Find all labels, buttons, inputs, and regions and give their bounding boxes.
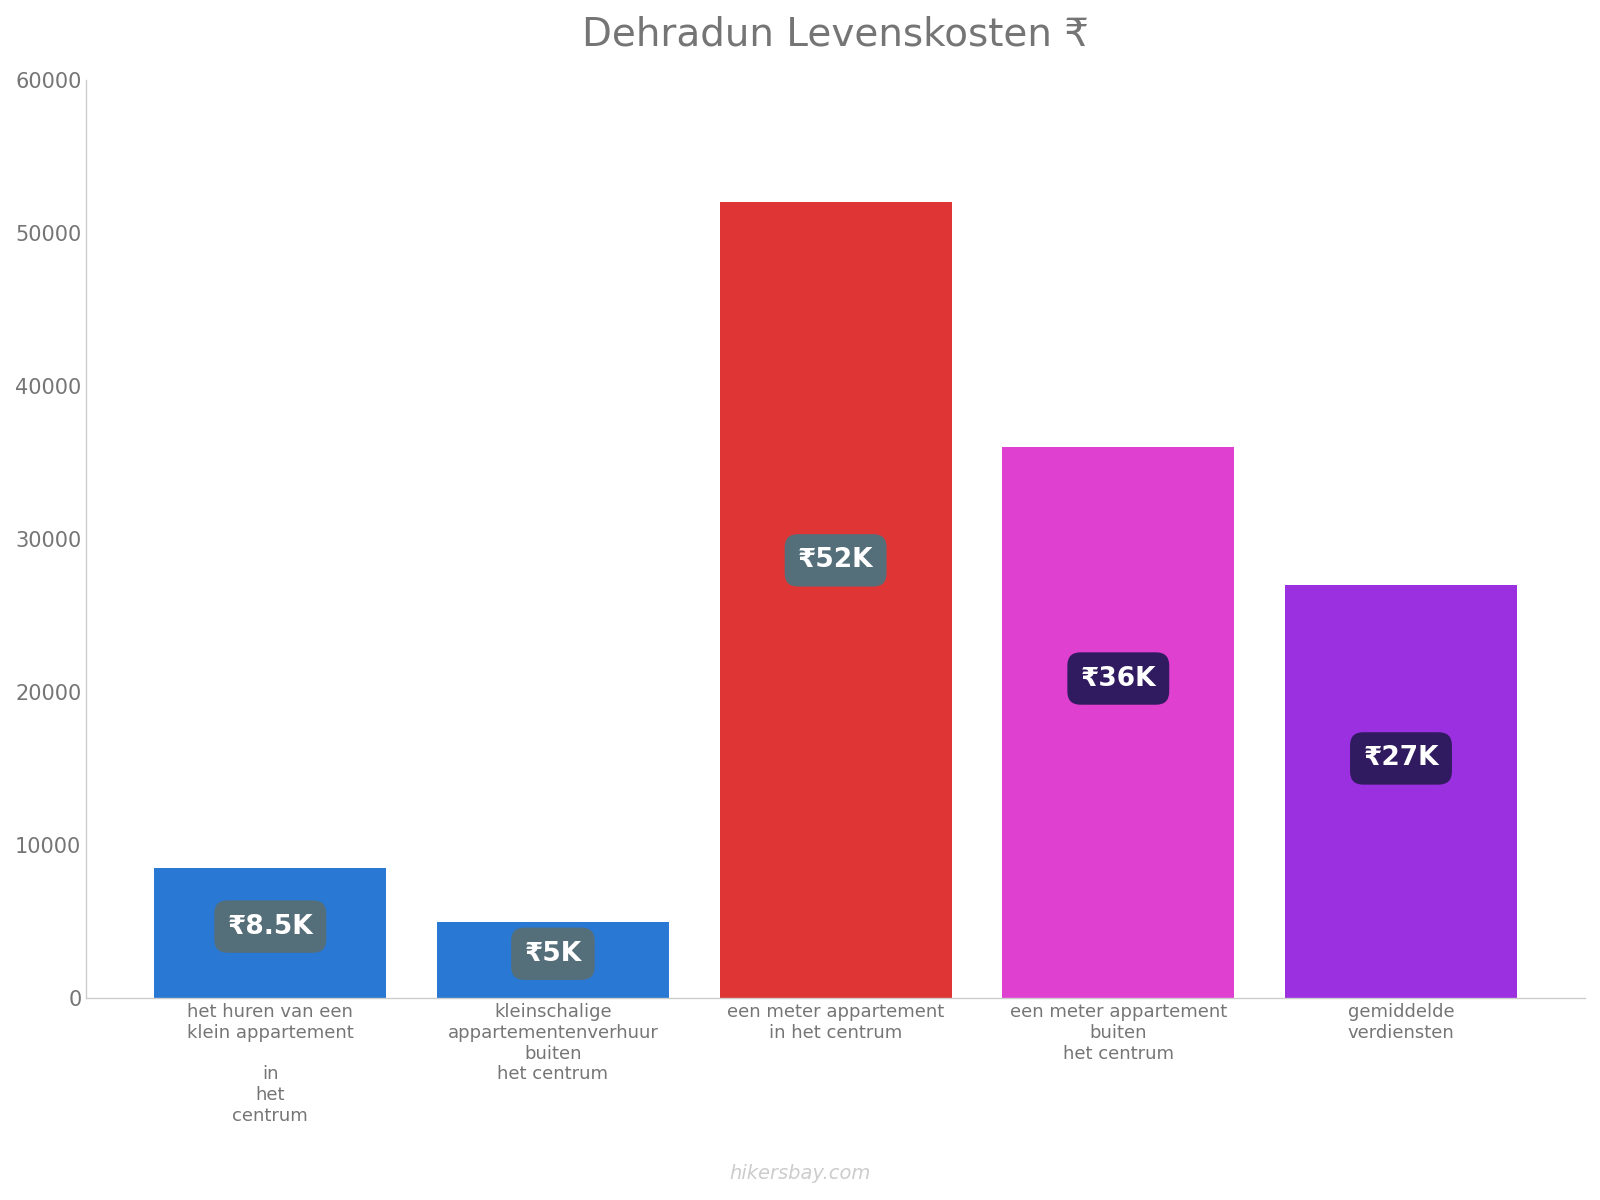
Bar (720, 202, 952, 998)
Text: hikersbay.com: hikersbay.com (730, 1164, 870, 1183)
Text: ₹5K: ₹5K (525, 941, 581, 967)
Text: ₹52K: ₹52K (798, 547, 874, 574)
Bar (154, 868, 386, 998)
Title: Dehradun Levenskosten ₹: Dehradun Levenskosten ₹ (582, 14, 1090, 53)
Bar (1285, 584, 1517, 998)
Text: ₹27K: ₹27K (1363, 745, 1438, 772)
Bar (1002, 448, 1234, 998)
Bar (437, 922, 669, 998)
Text: ₹8.5K: ₹8.5K (227, 913, 314, 940)
Text: ₹36K: ₹36K (1080, 666, 1157, 691)
